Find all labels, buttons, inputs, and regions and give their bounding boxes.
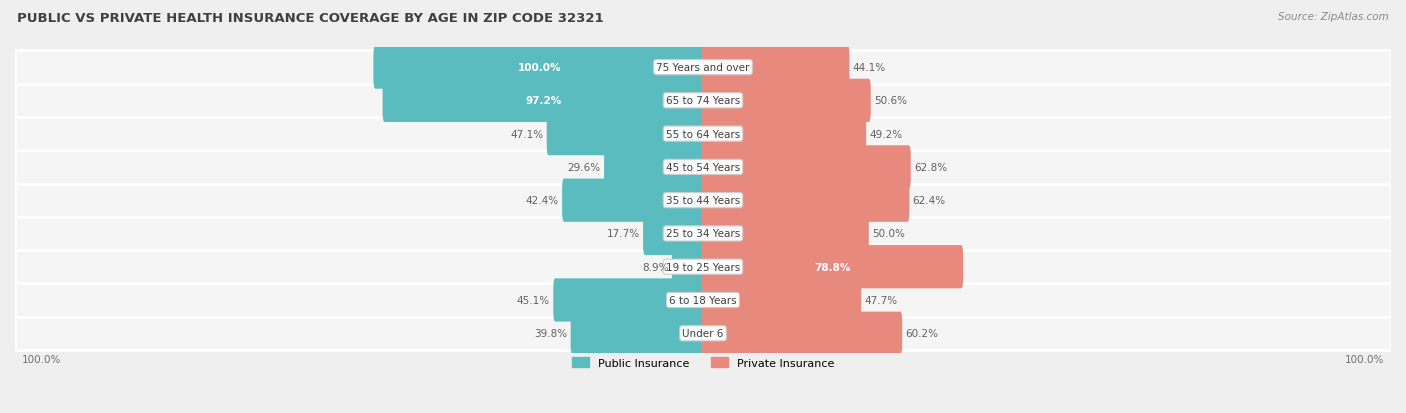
Text: 42.4%: 42.4% bbox=[526, 196, 558, 206]
Legend: Public Insurance, Private Insurance: Public Insurance, Private Insurance bbox=[568, 353, 838, 372]
FancyBboxPatch shape bbox=[702, 245, 963, 289]
Text: Under 6: Under 6 bbox=[682, 328, 724, 338]
Text: 100.0%: 100.0% bbox=[517, 63, 561, 73]
Text: 44.1%: 44.1% bbox=[852, 63, 886, 73]
Bar bbox=[15, 250, 1391, 284]
Text: 49.2%: 49.2% bbox=[869, 129, 903, 139]
Bar bbox=[15, 118, 1391, 151]
Bar bbox=[15, 51, 1391, 85]
FancyBboxPatch shape bbox=[702, 113, 866, 156]
Text: 100.0%: 100.0% bbox=[1346, 354, 1385, 364]
Text: 45 to 54 Years: 45 to 54 Years bbox=[666, 162, 740, 173]
Bar bbox=[15, 85, 1391, 118]
Text: 39.8%: 39.8% bbox=[534, 328, 568, 338]
Text: 75 Years and over: 75 Years and over bbox=[657, 63, 749, 73]
FancyBboxPatch shape bbox=[571, 312, 704, 355]
FancyBboxPatch shape bbox=[562, 179, 704, 222]
FancyBboxPatch shape bbox=[643, 212, 704, 256]
Text: 50.6%: 50.6% bbox=[875, 96, 907, 106]
FancyBboxPatch shape bbox=[702, 212, 869, 256]
FancyBboxPatch shape bbox=[554, 279, 704, 322]
FancyBboxPatch shape bbox=[547, 113, 704, 156]
Text: Source: ZipAtlas.com: Source: ZipAtlas.com bbox=[1278, 12, 1389, 22]
Bar bbox=[15, 184, 1391, 217]
FancyBboxPatch shape bbox=[702, 279, 862, 322]
Text: 35 to 44 Years: 35 to 44 Years bbox=[666, 196, 740, 206]
FancyBboxPatch shape bbox=[605, 146, 704, 189]
Text: 8.9%: 8.9% bbox=[643, 262, 669, 272]
FancyBboxPatch shape bbox=[702, 312, 903, 355]
Text: 50.0%: 50.0% bbox=[872, 229, 905, 239]
Text: 55 to 64 Years: 55 to 64 Years bbox=[666, 129, 740, 139]
Text: 100.0%: 100.0% bbox=[21, 354, 60, 364]
FancyBboxPatch shape bbox=[382, 80, 704, 123]
Text: 62.8%: 62.8% bbox=[914, 162, 948, 173]
FancyBboxPatch shape bbox=[672, 245, 704, 289]
Bar bbox=[15, 284, 1391, 317]
FancyBboxPatch shape bbox=[374, 46, 704, 90]
Bar bbox=[15, 317, 1391, 350]
Text: 19 to 25 Years: 19 to 25 Years bbox=[666, 262, 740, 272]
FancyBboxPatch shape bbox=[702, 80, 870, 123]
FancyBboxPatch shape bbox=[702, 146, 911, 189]
Text: 47.7%: 47.7% bbox=[865, 295, 897, 305]
Bar bbox=[15, 151, 1391, 184]
Text: 60.2%: 60.2% bbox=[905, 328, 938, 338]
Text: 45.1%: 45.1% bbox=[517, 295, 550, 305]
Text: PUBLIC VS PRIVATE HEALTH INSURANCE COVERAGE BY AGE IN ZIP CODE 32321: PUBLIC VS PRIVATE HEALTH INSURANCE COVER… bbox=[17, 12, 603, 25]
Text: 62.4%: 62.4% bbox=[912, 196, 946, 206]
FancyBboxPatch shape bbox=[702, 46, 849, 90]
Text: 65 to 74 Years: 65 to 74 Years bbox=[666, 96, 740, 106]
Text: 25 to 34 Years: 25 to 34 Years bbox=[666, 229, 740, 239]
Bar bbox=[15, 217, 1391, 250]
Text: 29.6%: 29.6% bbox=[568, 162, 600, 173]
FancyBboxPatch shape bbox=[702, 179, 910, 222]
Text: 47.1%: 47.1% bbox=[510, 129, 544, 139]
Text: 78.8%: 78.8% bbox=[814, 262, 851, 272]
Text: 6 to 18 Years: 6 to 18 Years bbox=[669, 295, 737, 305]
Text: 17.7%: 17.7% bbox=[606, 229, 640, 239]
Text: 97.2%: 97.2% bbox=[526, 96, 562, 106]
